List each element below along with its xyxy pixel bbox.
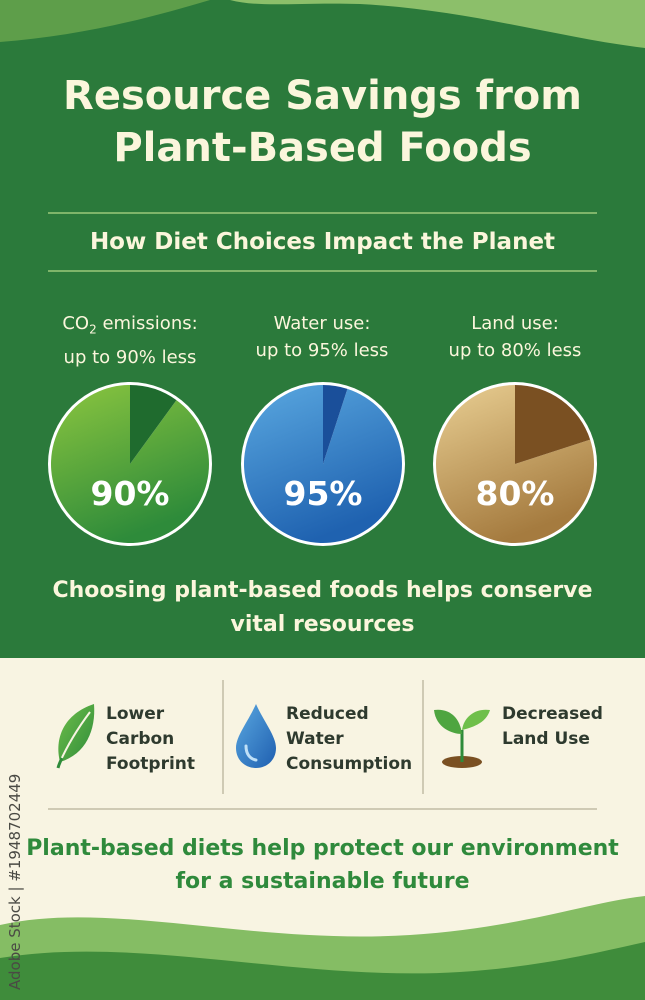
pie-value-label-land: 80%: [475, 474, 555, 513]
stock-watermark: Adobe Stock | #1948702449: [6, 773, 24, 990]
benefit-decreased-land: Decreased Land Use: [502, 704, 603, 749]
pie-chart-co2: [48, 382, 212, 546]
pie-value-label-water: 95%: [283, 474, 363, 513]
pie-slice-savings-co2: [50, 385, 209, 543]
leaf-icon: [56, 704, 95, 769]
sprout-icon: [434, 709, 490, 768]
pie-value-label-co2: 90%: [90, 474, 170, 513]
benefit-divider: [222, 680, 224, 794]
page-title: Resource Savings from Plant-Based Foods: [63, 73, 582, 171]
subtitle-divider: [48, 270, 597, 272]
pie-slice-remainder-water: [323, 385, 348, 464]
conclusion-text: Choosing plant-based foods helps conserv…: [52, 578, 593, 637]
footer-message: Plant-based diets help protect our envir…: [26, 836, 619, 894]
stat-label-co2: CO2 emissions: up to 90% less: [62, 313, 198, 368]
benefit-lower-carbon: Lower Carbon Footprint: [106, 704, 196, 774]
benefit-divider: [422, 680, 424, 794]
top-divider: [48, 212, 597, 214]
pie-chart-land: [433, 382, 597, 546]
pie-slice-remainder-co2: [130, 385, 177, 464]
benefit-reduced-water: Reduced Water Consumption: [286, 704, 413, 774]
page-subtitle: How Diet Choices Impact the Planet: [89, 229, 556, 255]
water-drop-icon: [236, 704, 276, 768]
pie-chart-water: [241, 382, 405, 546]
pie-slice-remainder-land: [515, 385, 591, 464]
stat-label-water: Water use: up to 95% less: [255, 313, 389, 361]
stat-label-land: Land use: up to 80% less: [448, 313, 582, 361]
footer-divider: [48, 808, 597, 810]
